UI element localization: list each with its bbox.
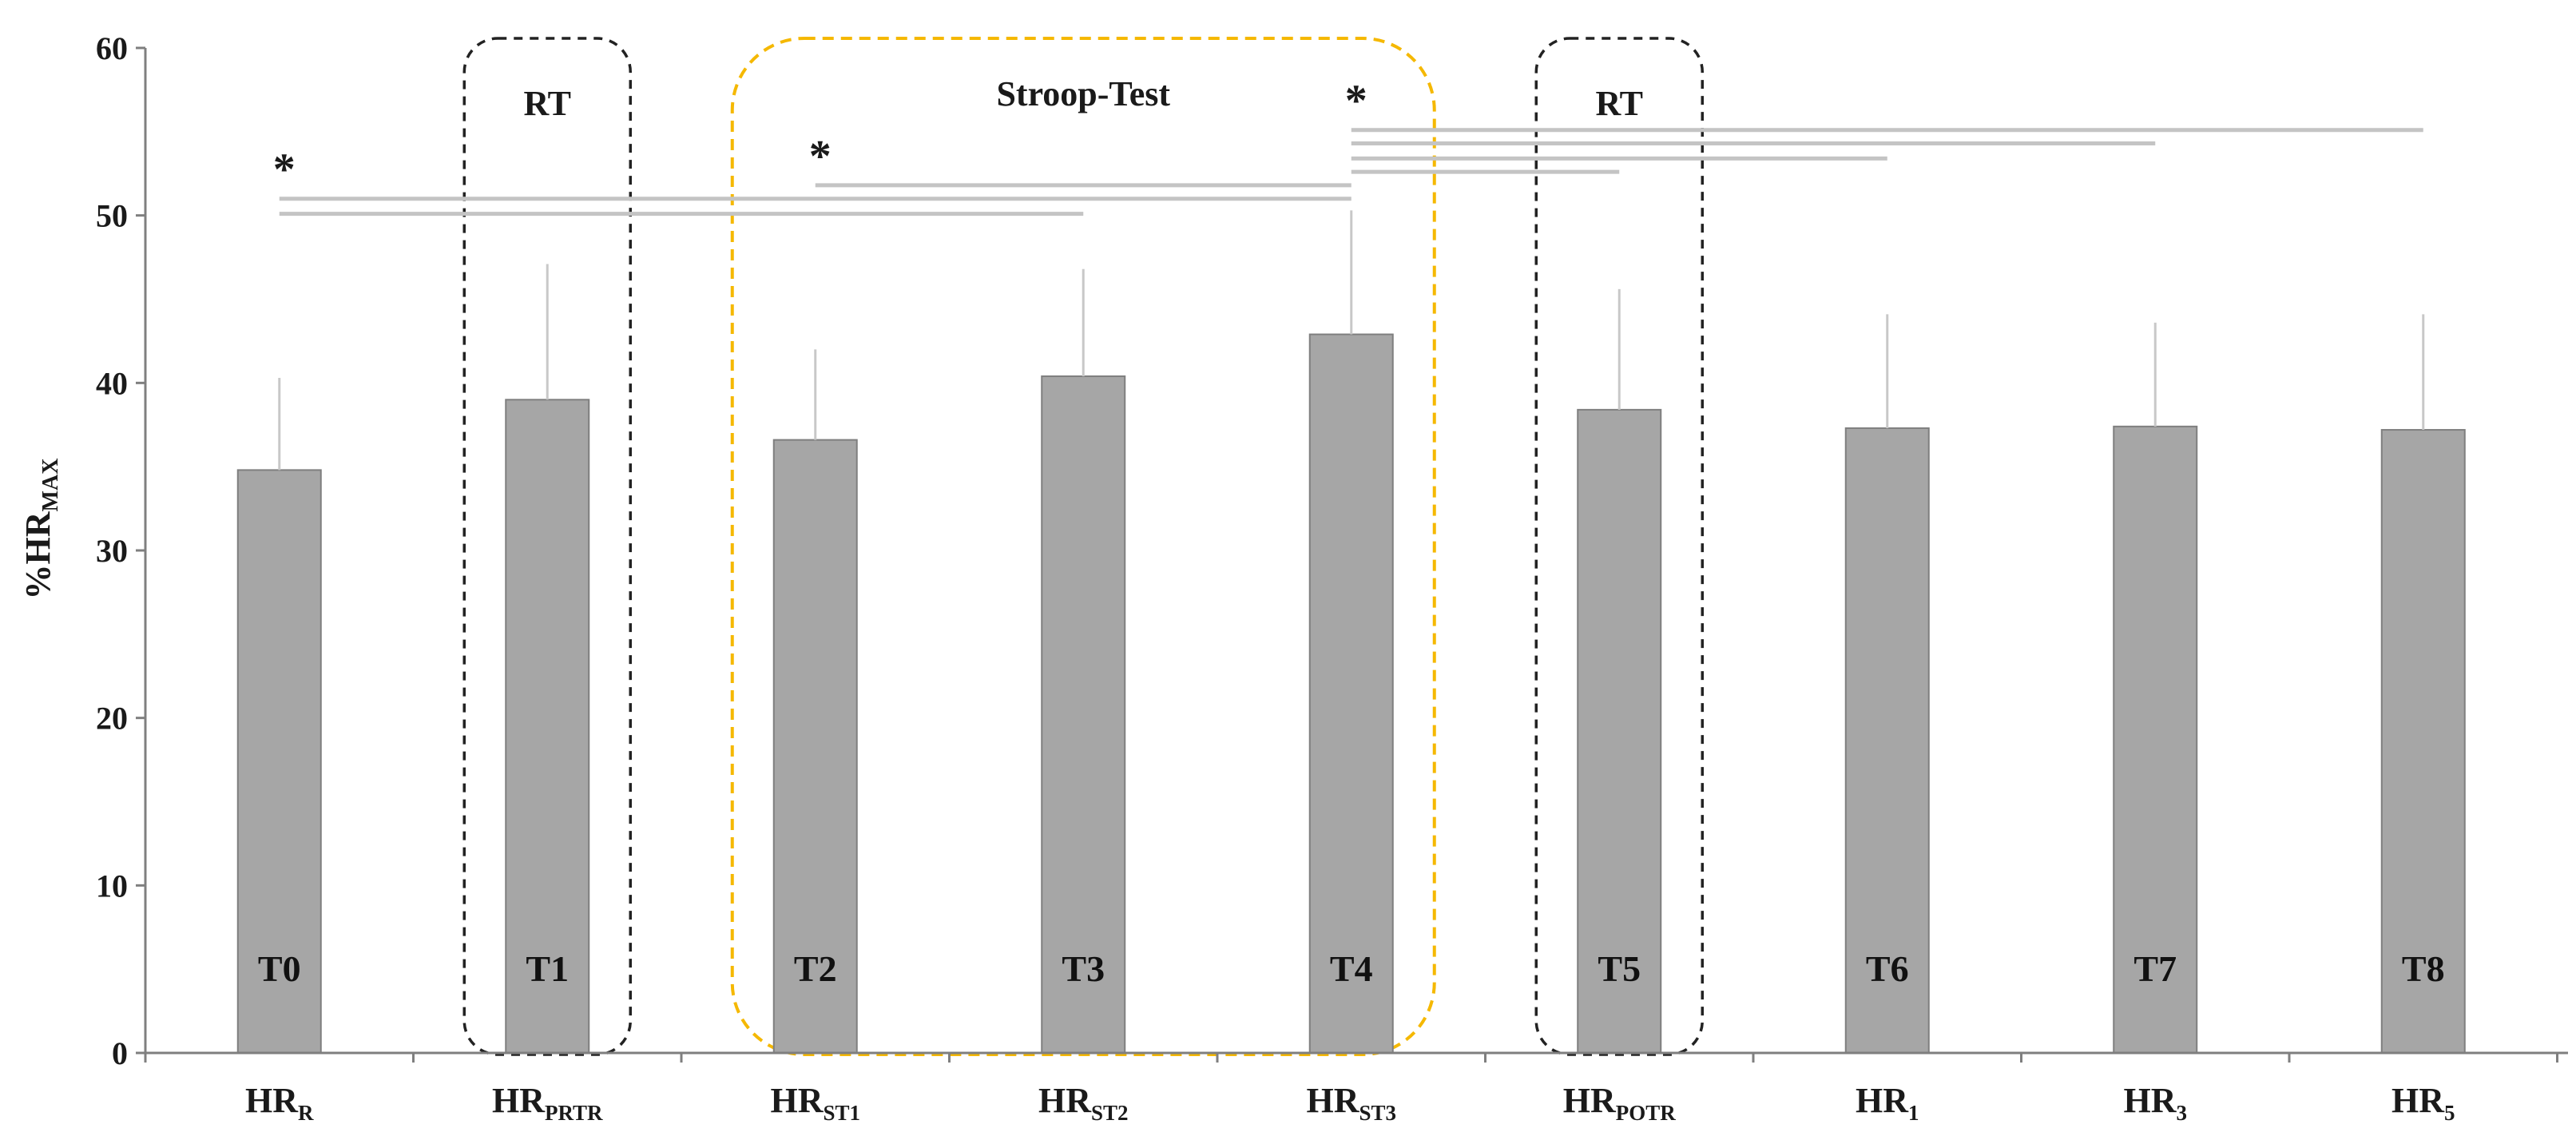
group-label: RT: [523, 84, 571, 123]
x-category-sub: ST3: [1359, 1101, 1396, 1125]
x-category-label: HRST2: [1038, 1081, 1129, 1125]
x-category-label: HRST3: [1306, 1081, 1396, 1125]
x-category-label: HR3: [2124, 1081, 2188, 1125]
time-point-label: T1: [526, 948, 569, 989]
bar: [236, 469, 322, 1054]
significance-star: *: [809, 132, 832, 181]
bar: [2380, 429, 2466, 1054]
x-category-main: HR: [1306, 1081, 1359, 1120]
y-axis-label-sub: MAX: [38, 459, 63, 512]
bar: [1041, 375, 1126, 1054]
time-point-label: T7: [2133, 948, 2177, 989]
y-tick-label: 20: [96, 701, 128, 737]
bar: [1844, 427, 1930, 1054]
y-tick-label: 50: [96, 198, 128, 234]
bar: [2113, 425, 2198, 1054]
x-category-sub: 1: [1908, 1101, 1919, 1125]
time-point-label: T2: [794, 948, 837, 989]
group-box-rt: [1534, 37, 1704, 1056]
significance-lines: * * *: [273, 77, 2423, 216]
y-tick-label: 30: [96, 533, 128, 569]
x-category-sub: 3: [2177, 1101, 2188, 1125]
x-category-sub: 5: [2444, 1101, 2455, 1125]
x-category-sub: ST1: [823, 1101, 860, 1125]
x-category-label: HRR: [245, 1081, 314, 1125]
axes: 0 10 20 30 40 50 60: [96, 30, 2568, 1071]
x-category-label: HRPOTR: [1563, 1081, 1677, 1125]
x-category-main: HR: [2124, 1081, 2177, 1120]
significance-star: *: [1345, 77, 1367, 126]
x-category-main: HR: [1856, 1081, 1909, 1120]
labels: RT Stroop-Test RTHRRT0HRPRTRT1HRST1T2HRST2…: [245, 74, 2455, 1125]
x-category-main: HR: [2391, 1081, 2445, 1120]
time-point-label: T6: [1866, 948, 1909, 989]
group-box-stroop-test: [730, 37, 1436, 1056]
bars: [236, 210, 2466, 1054]
x-category-main: HR: [245, 1081, 299, 1120]
x-category-main: HR: [1038, 1081, 1092, 1120]
x-category-sub: POTR: [1616, 1101, 1677, 1125]
x-category-label: HR1: [1856, 1081, 1919, 1125]
x-category-label: HRST1: [770, 1081, 860, 1125]
x-category-sub: R: [298, 1101, 314, 1125]
bar: [772, 439, 858, 1054]
time-point-label: T8: [2402, 948, 2445, 989]
group-box-rt: [462, 37, 632, 1056]
x-category-main: HR: [770, 1081, 824, 1120]
y-axis-label: %HRMAX: [18, 459, 63, 600]
y-tick-label: 0: [112, 1035, 128, 1071]
time-point-label: T5: [1598, 948, 1641, 989]
group-label: Stroop-Test: [996, 74, 1170, 113]
x-category-main: HR: [492, 1081, 546, 1120]
y-tick-label: 10: [96, 868, 128, 904]
x-category-label: HRPRTR: [492, 1081, 603, 1125]
time-point-label: T3: [1062, 948, 1105, 989]
y-axis-label-main: %HR: [18, 510, 58, 599]
x-category-sub: ST2: [1091, 1101, 1129, 1125]
group-boxes: [462, 37, 1704, 1056]
y-tick-label: 40: [96, 365, 128, 401]
time-point-label: T4: [1330, 948, 1373, 989]
x-category-sub: PRTR: [545, 1101, 603, 1125]
x-category-label: HR5: [2391, 1081, 2455, 1125]
bar: [1308, 333, 1394, 1054]
group-label: RT: [1595, 84, 1643, 123]
y-tick-label: 60: [96, 30, 128, 66]
significance-star: *: [273, 145, 296, 195]
x-category-main: HR: [1563, 1081, 1617, 1120]
time-point-label: T0: [258, 948, 301, 989]
